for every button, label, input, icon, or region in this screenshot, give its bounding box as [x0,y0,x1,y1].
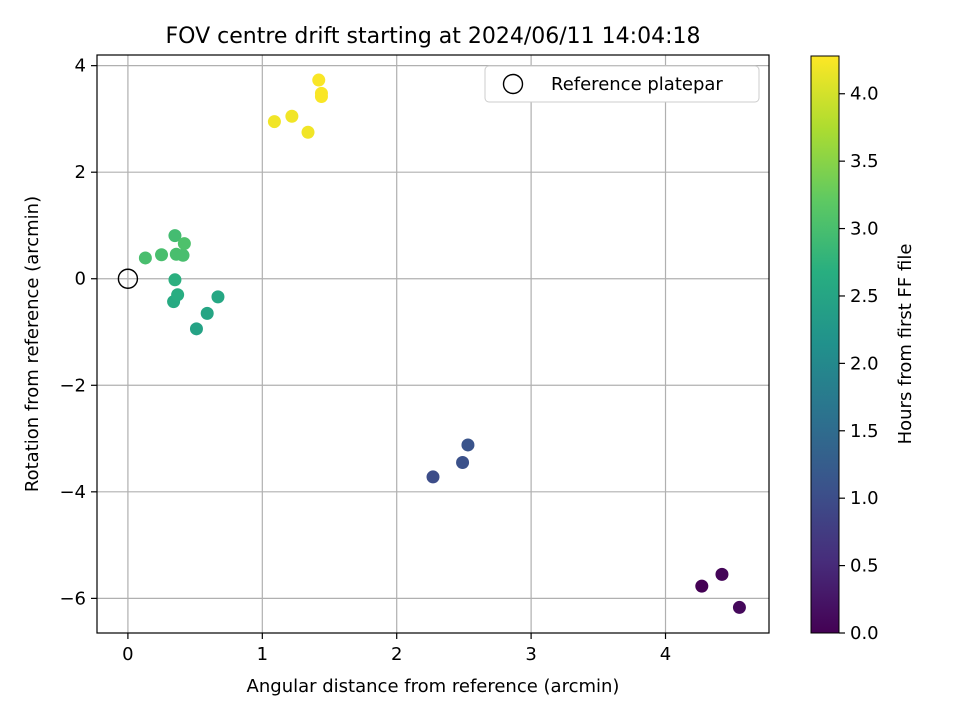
y-tick-label: 4 [75,56,86,77]
legend: Reference platepar [484,65,760,103]
colorbar-tick-label: 2.0 [850,353,879,374]
colorbar-tick-label: 0.5 [850,556,879,577]
data-point [200,306,214,320]
y-axis: 4 2 0 −2 −4 −6 [59,56,97,609]
x-tick-label: 0 [122,644,133,665]
plot-frame [96,54,770,634]
x-tick-label: 1 [257,644,268,665]
colorbar-tick-label: 4.0 [850,84,879,105]
data-point [456,456,470,470]
colorbar: 0.0 0.5 1.0 1.5 2.0 2.5 3.0 3.5 4.0 Hours from f… [810,55,916,644]
data-point [177,237,191,251]
data-point [168,229,182,243]
data-point [176,248,190,262]
y-tick-label: −4 [59,482,86,503]
y-tick-label: 0 [75,269,86,290]
colorbar-tick-label: 3.0 [850,219,879,240]
data-point [314,90,328,104]
data-point [312,73,326,87]
colorbar-tick-label: 3.5 [850,151,879,172]
reference-point-open-circle [117,268,139,289]
legend-box [484,65,760,103]
data-point [285,109,299,123]
x-tick-label: 4 [660,644,671,665]
legend-open-circle-icon [502,73,524,95]
colorbar-gradient [810,55,840,634]
y-axis-label: Rotation from reference (arcmin) [22,196,43,492]
data-point [168,273,182,287]
legend-label: Reference platepar [551,74,723,95]
data-point [267,115,281,129]
data-point [695,579,709,593]
y-tick-label: −2 [59,375,86,396]
x-tick-label: 2 [391,644,402,665]
data-point [301,125,315,139]
data-point [426,470,440,484]
x-tick-label: 3 [525,644,536,665]
colorbar-ticks: 0.0 0.5 1.0 1.5 2.0 2.5 3.0 3.5 4.0 [839,84,879,644]
x-axis: 0 1 2 3 4 [122,633,671,665]
colorbar-label: Hours from first FF file [895,244,916,445]
data-point [715,567,729,581]
data-point [138,251,152,265]
reference-marker [117,268,139,289]
data-point [732,600,746,614]
data-point [171,288,185,302]
x-axis-label: Angular distance from reference (arcmin) [247,676,620,697]
y-tick-label: 2 [75,162,86,183]
colorbar-tick-label: 1.5 [850,421,879,442]
colorbar-tick-label: 2.5 [850,286,879,307]
data-point [155,248,169,262]
data-point [461,438,475,452]
chart-title: FOV centre drift starting at 2024/06/11 … [166,24,701,49]
data-point [189,322,203,336]
grid [97,55,769,633]
data-point [211,290,225,304]
y-tick-label: −6 [59,588,86,609]
colorbar-tick-label: 0.0 [850,623,879,644]
points [138,73,746,614]
colorbar-tick-label: 1.0 [850,488,879,509]
